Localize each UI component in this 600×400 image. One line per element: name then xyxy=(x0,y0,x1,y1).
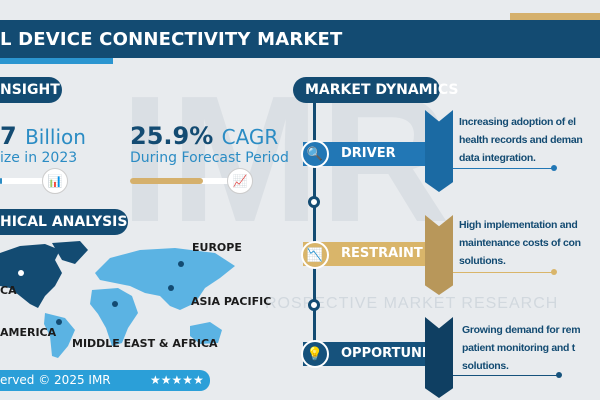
market-size-progress xyxy=(0,178,45,184)
market-size-value: 7 xyxy=(0,122,17,150)
timeline-node xyxy=(308,196,320,208)
opportunity-text: Growing demand for rem patient monitorin… xyxy=(462,321,581,375)
market-size-caption: ize in 2023 xyxy=(0,150,78,166)
opportunity-line: Growing demand for rem xyxy=(462,324,581,336)
region-europe: EUROPE xyxy=(192,241,242,254)
driver-ribbon xyxy=(425,110,453,192)
pin-africa[interactable] xyxy=(112,301,118,307)
australia-shape xyxy=(190,322,222,344)
cagr-label: CAGR xyxy=(221,125,279,149)
cagr-progress xyxy=(130,178,230,184)
pin-north-america[interactable] xyxy=(18,270,24,276)
header-underline xyxy=(0,58,113,64)
pin-south-america[interactable] xyxy=(56,319,62,325)
driver-label: DRIVER xyxy=(341,146,396,161)
market-size: 7 Billion xyxy=(0,122,86,150)
opportunity-ribbon xyxy=(425,317,453,398)
driver-line: health records and deman xyxy=(459,134,583,146)
restraint-dot xyxy=(551,269,557,275)
pin-asia[interactable] xyxy=(168,285,174,291)
header-bar xyxy=(0,20,600,58)
restraint-ribbon xyxy=(425,215,453,295)
africa-shape xyxy=(90,288,138,346)
restraint-line: maintenance costs of con xyxy=(459,237,581,249)
pin-europe[interactable] xyxy=(178,261,184,267)
driver-line: Increasing adoption of el xyxy=(459,116,576,128)
cagr-value: 25.9% xyxy=(130,122,214,150)
lightbulb-dollar-icon: 💡 xyxy=(301,340,329,368)
accent-strip xyxy=(510,13,600,20)
opportunity-line: solutions. xyxy=(462,360,509,372)
restraint-leader xyxy=(453,272,553,273)
timeline-node xyxy=(308,299,320,311)
opportunity-line: patient monitoring and t xyxy=(462,342,575,354)
footer-bar: erved © 2025 IMR ★★★★★ xyxy=(0,370,210,391)
timeline-line xyxy=(313,100,316,362)
region-asia-pacific: ASIA PACIFIC xyxy=(191,295,272,308)
region-south-america: AMERICA xyxy=(0,326,57,339)
south-america-shape xyxy=(44,313,75,358)
driver-text: Increasing adoption of el health records… xyxy=(459,113,583,167)
rating-stars: ★★★★★ xyxy=(150,373,204,387)
restraint-label: RESTRAINT xyxy=(341,246,423,261)
copyright: erved © 2025 IMR xyxy=(0,373,111,387)
greenland-shape xyxy=(52,241,88,264)
cagr-caption: During Forecast Period xyxy=(130,150,289,166)
region-pins xyxy=(56,261,184,325)
driver-leader xyxy=(453,168,553,169)
opportunity-dot xyxy=(556,372,562,378)
market-size-unit: Billion xyxy=(25,125,86,149)
declining-chart-icon: 📉 xyxy=(301,241,329,269)
driver-dot xyxy=(551,165,557,171)
region-mea: MIDDLE EAST & AFRICA xyxy=(72,337,218,350)
revenue-chart-icon: 📊 xyxy=(42,168,68,194)
opportunity-leader xyxy=(453,375,558,376)
opportunity-label: OPPORTUNITY xyxy=(341,346,446,361)
cagr: 25.9% CAGR xyxy=(130,122,278,150)
analytics-magnifier-icon: 🔍 xyxy=(301,140,329,168)
insight-pill: NSIGHT xyxy=(0,77,62,103)
restraint-line: solutions. xyxy=(459,255,506,267)
geo-pill: HICAL ANALYSIS xyxy=(0,209,128,235)
opportunity-band: OPPORTUNITY xyxy=(303,342,445,366)
restraint-text: High implementation and maintenance cost… xyxy=(459,216,581,270)
driver-line: data integration. xyxy=(459,152,536,164)
world-map xyxy=(0,241,235,358)
europe-asia-shape xyxy=(95,248,235,310)
page-title: L DEVICE CONNECTIVITY MARKET xyxy=(0,29,343,50)
restraint-line: High implementation and xyxy=(459,219,578,231)
watermark-text: ROSPECTIVE MARKET RESEARCH xyxy=(265,295,559,312)
growth-chart-icon: 📈 xyxy=(227,168,253,194)
market-dynamics-pill: MARKET DYNAMICS xyxy=(293,77,458,103)
region-north-america: CA xyxy=(0,284,17,297)
north-america-shape xyxy=(0,244,62,308)
